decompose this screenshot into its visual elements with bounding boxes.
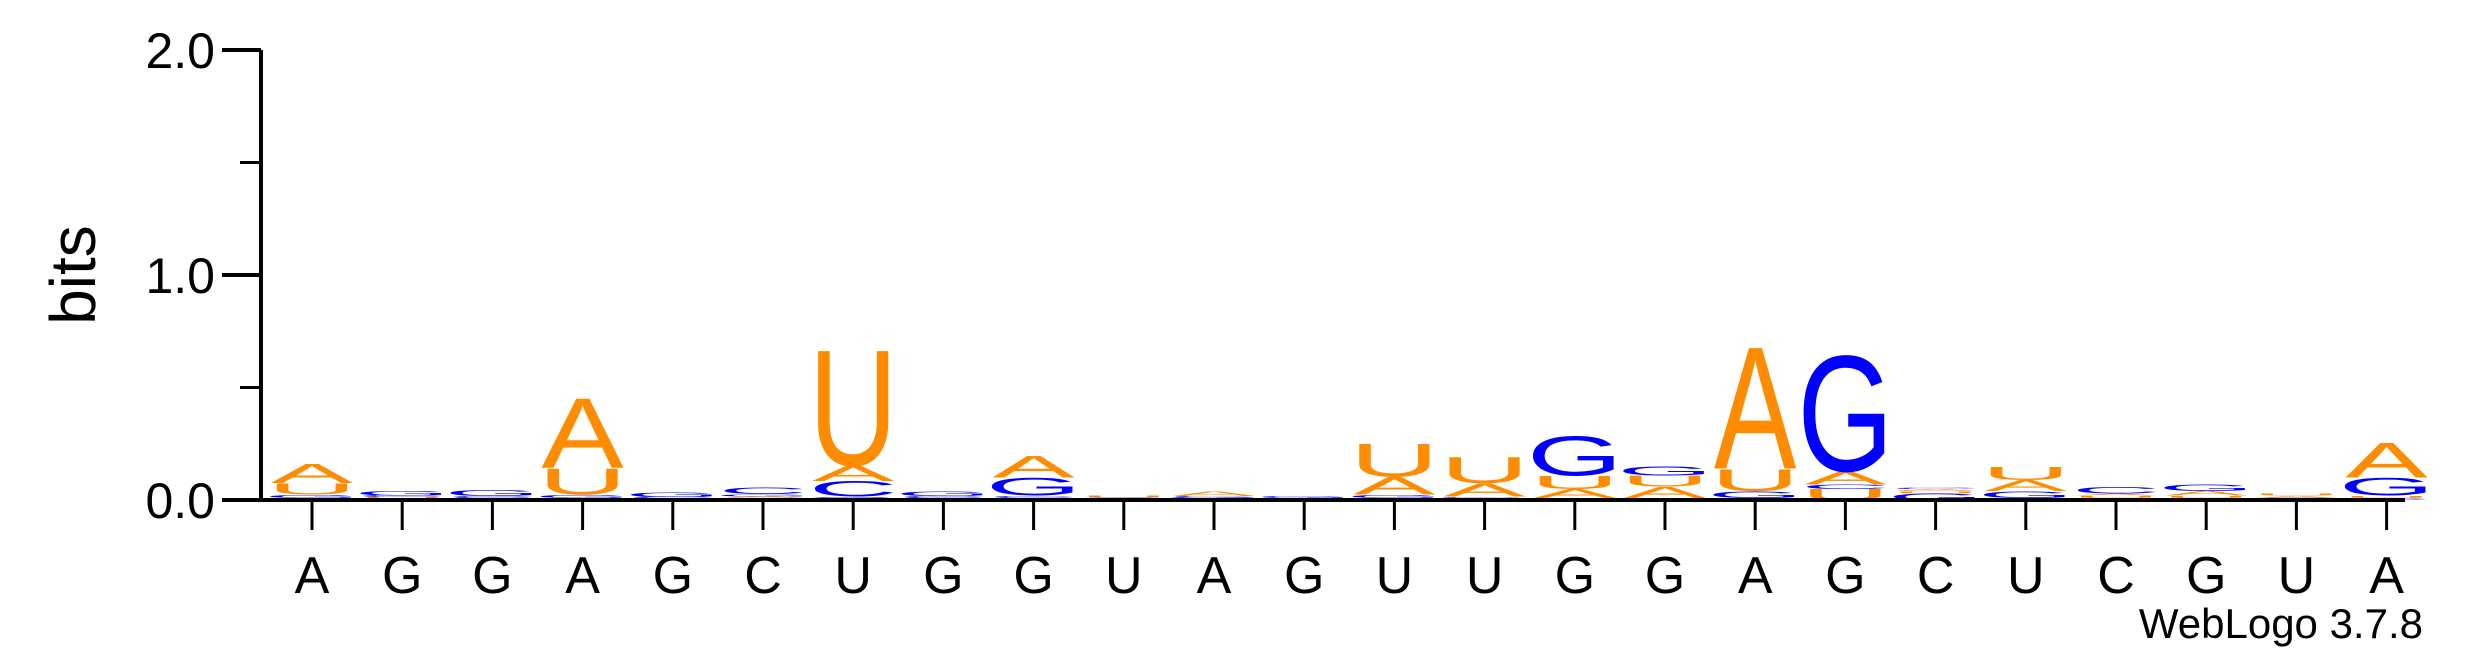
logo-letter: A bbox=[2165, 490, 2248, 497]
x-tick-label: U bbox=[1466, 547, 1504, 605]
logo-letter: G bbox=[444, 489, 540, 498]
y-tick-label: 1.0 bbox=[145, 248, 215, 304]
y-ticks: 0.0 1.0 2.0 bbox=[145, 23, 261, 529]
x-tick-label: G bbox=[1284, 547, 1324, 605]
weblogo-credit: WebLogo 3.7.8 bbox=[2138, 600, 2423, 647]
logo-letter: G bbox=[1888, 492, 1984, 502]
x-tick-label: G bbox=[1013, 547, 1053, 605]
logo-letter: A bbox=[722, 496, 805, 499]
logo-letter: G bbox=[895, 490, 991, 497]
logo-letter: A bbox=[1804, 467, 1886, 488]
logo-letter: G bbox=[264, 494, 360, 499]
logo-letter: G bbox=[1346, 494, 1442, 499]
logo-letter: U bbox=[2252, 493, 2341, 497]
logo-letter: G bbox=[625, 491, 721, 498]
x-tick-label: U bbox=[2278, 547, 2316, 605]
x-tick-label: A bbox=[295, 547, 330, 605]
logo-letter: G bbox=[1437, 496, 1533, 500]
logo-letter: C bbox=[628, 497, 717, 499]
x-tick-label: G bbox=[2186, 547, 2226, 605]
logo-letter: C bbox=[899, 495, 988, 498]
logo-letter: G bbox=[715, 494, 811, 498]
logo-letter: U bbox=[1711, 463, 1800, 498]
x-tick-label: C bbox=[1917, 547, 1955, 605]
logo-letter: A bbox=[1534, 487, 1617, 501]
logo-letter: A bbox=[1353, 472, 1436, 500]
x-tick-label: A bbox=[1197, 547, 1232, 605]
logo-letter: U bbox=[1891, 490, 1980, 494]
y-axis-label: bits bbox=[37, 225, 109, 325]
logo-letter: G bbox=[1256, 496, 1352, 499]
x-tick-label: U bbox=[1105, 547, 1143, 605]
logo-letter: A bbox=[541, 377, 623, 489]
logo-letter: A bbox=[1714, 311, 1796, 506]
logo-letter: A bbox=[1894, 488, 1977, 492]
logo-letter: G bbox=[535, 494, 631, 499]
logo-letter: A bbox=[992, 449, 1074, 484]
logo-letter: A bbox=[2255, 495, 2338, 499]
logo-letter: G bbox=[1527, 425, 1623, 488]
x-tick-label: G bbox=[472, 547, 512, 605]
y-tick-label: 2.0 bbox=[145, 23, 215, 79]
logo-letter: G bbox=[1617, 464, 1713, 478]
y-tick-label: 0.0 bbox=[145, 473, 215, 529]
logo-letter: C bbox=[1891, 487, 1980, 489]
logo-letter: U bbox=[1620, 472, 1709, 490]
x-tick-label: U bbox=[1376, 547, 1414, 605]
logo-stacks: CGUAAUCGAUCGCGUAAUCGUAGCGCAUAUCGUCGAAGCU… bbox=[264, 311, 2435, 506]
logo-letter: G bbox=[1797, 321, 1893, 506]
logo-letter: C bbox=[448, 495, 537, 498]
logo-letter: U bbox=[538, 461, 627, 503]
logo-letter: A bbox=[1443, 480, 1525, 501]
logo-letter: C bbox=[1801, 483, 1890, 490]
x-tick-label: U bbox=[2007, 547, 2045, 605]
x-tick-label: G bbox=[923, 547, 963, 605]
x-tick-label: G bbox=[382, 547, 422, 605]
logo-letter: A bbox=[271, 458, 354, 489]
x-tick-label: A bbox=[565, 547, 600, 605]
logo-letter: C bbox=[1079, 497, 1168, 498]
logo-letter: G bbox=[1707, 489, 1803, 499]
logo-letter: G bbox=[2339, 473, 2435, 501]
logo-letter: G bbox=[2158, 483, 2254, 493]
logo-letter: U bbox=[1440, 449, 1529, 491]
logo-letter: A bbox=[1173, 490, 1256, 497]
logo-letter: U bbox=[2342, 495, 2431, 499]
logo-letter: C bbox=[809, 477, 898, 501]
logo-letter: C bbox=[989, 495, 1078, 499]
x-tick-label: G bbox=[1825, 547, 1865, 605]
x-tick-label: U bbox=[834, 547, 872, 605]
logo-letter: A bbox=[812, 461, 894, 485]
logo-letter: A bbox=[1985, 477, 2068, 495]
logo-letter: U bbox=[2162, 495, 2251, 499]
x-tick-label: C bbox=[744, 547, 782, 605]
logo-letter: U bbox=[1350, 434, 1439, 487]
logo-letter: G bbox=[1978, 489, 2074, 499]
logo-letter: U bbox=[1530, 472, 1619, 493]
logo-letter: U bbox=[1079, 494, 1168, 498]
x-tick-label: A bbox=[1738, 547, 1773, 605]
x-tick-label: G bbox=[1555, 547, 1595, 605]
logo-letter: U bbox=[809, 315, 898, 500]
x-tick-label: C bbox=[2097, 547, 2135, 605]
logo-letter: U bbox=[1981, 463, 2070, 484]
x-tick-label: G bbox=[653, 547, 693, 605]
logo-letter: C bbox=[718, 486, 807, 496]
logo-letter: G bbox=[354, 490, 450, 497]
logo-letter: A bbox=[2345, 432, 2428, 488]
x-tick-label: G bbox=[1645, 547, 1685, 605]
logo-letter: C bbox=[358, 495, 447, 498]
x-tick-label: A bbox=[2369, 547, 2404, 605]
logo-letter: G bbox=[986, 473, 1082, 501]
logo-letter: U bbox=[267, 480, 356, 498]
logo-letter: A bbox=[1624, 484, 1707, 502]
logo-letter: U bbox=[2071, 495, 2160, 499]
logo-letter: C bbox=[2071, 485, 2160, 495]
logo-letter: A bbox=[2075, 493, 2158, 497]
logo-letter: C bbox=[1169, 496, 1258, 498]
